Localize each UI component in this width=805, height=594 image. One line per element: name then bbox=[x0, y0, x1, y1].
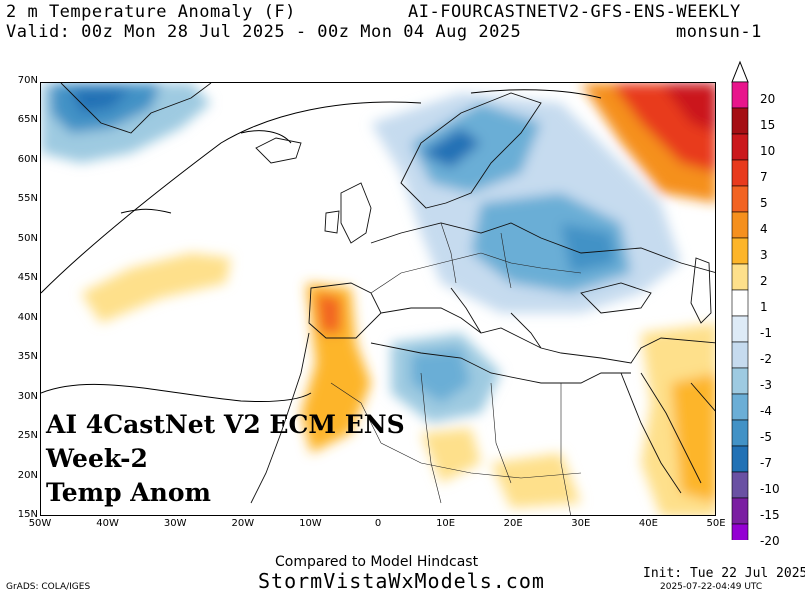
legend-label: -4 bbox=[760, 404, 772, 418]
legend-label: 5 bbox=[760, 196, 768, 210]
overlay-line-3: Temp Anom bbox=[46, 478, 211, 507]
longitude-label: 50E bbox=[706, 518, 726, 529]
longitude-label: 30W bbox=[163, 518, 187, 529]
longitude-label: 40E bbox=[638, 518, 658, 529]
map-title: 2 m Temperature Anomaly (F) bbox=[6, 2, 296, 22]
legend-label: 4 bbox=[760, 222, 768, 236]
legend-swatch bbox=[731, 289, 749, 317]
legend-swatch bbox=[731, 497, 749, 525]
legend-label: 7 bbox=[760, 170, 768, 184]
latitude-label: 40N bbox=[17, 311, 38, 323]
coastlines-sharp bbox=[60, 83, 715, 504]
latitude-label: 50N bbox=[17, 232, 38, 244]
latitude-label: 25N bbox=[17, 430, 38, 442]
legend-swatch bbox=[731, 445, 749, 473]
legend-swatch bbox=[731, 107, 749, 135]
valid-period: Valid: 00z Mon 28 Jul 2025 - 00z Mon 04 … bbox=[6, 22, 522, 42]
legend-label: -3 bbox=[760, 378, 772, 392]
legend-swatch bbox=[731, 523, 749, 540]
legend-label: -1 bbox=[760, 326, 772, 340]
anomaly-map bbox=[40, 82, 716, 516]
grads-credit: GrADS: COLA/IGES bbox=[6, 582, 91, 592]
legend-label: -5 bbox=[760, 430, 772, 444]
legend-swatch bbox=[731, 133, 749, 161]
longitude-label: 40W bbox=[96, 518, 119, 529]
legend-label: 20 bbox=[760, 92, 776, 106]
legend-label: 1 bbox=[760, 300, 768, 314]
latitude-label: 35N bbox=[17, 351, 38, 363]
latitude-label: 45N bbox=[17, 272, 38, 284]
longitude-label: 10E bbox=[436, 518, 456, 529]
legend-label: 10 bbox=[760, 144, 776, 158]
hindcast-note: Compared to Model Hindcast bbox=[275, 554, 479, 570]
overlay-line-1: AI 4CastNet V2 ECM ENS bbox=[46, 410, 405, 439]
legend-swatch bbox=[731, 471, 749, 499]
latitude-label: 15N bbox=[17, 509, 38, 520]
overlay-line-2: Week-2 bbox=[46, 444, 148, 473]
anomaly-shading bbox=[41, 83, 715, 515]
longitude-label: 30E bbox=[571, 518, 591, 529]
legend-swatch bbox=[731, 367, 749, 395]
legend-label: -7 bbox=[760, 456, 772, 470]
longitude-label: 20W bbox=[231, 518, 255, 529]
model-name: AI-FOURCASTNETV2-GFS-ENS-WEEKLY bbox=[408, 2, 741, 22]
legend-swatch bbox=[731, 81, 749, 109]
map-canvas bbox=[41, 83, 715, 515]
legend-swatch bbox=[731, 419, 749, 447]
color-legend bbox=[731, 60, 749, 540]
longitude-label: 0 bbox=[374, 518, 382, 529]
country-borders bbox=[330, 222, 582, 515]
legend-swatch bbox=[731, 341, 749, 369]
run-name: monsun-1 bbox=[676, 22, 762, 42]
legend-swatch bbox=[731, 211, 749, 239]
latitude-label: 30N bbox=[17, 390, 38, 402]
latitude-label: 20N bbox=[17, 469, 38, 481]
legend-swatch bbox=[731, 393, 749, 421]
latitude-label: 55N bbox=[17, 193, 38, 205]
legend-swatch bbox=[731, 159, 749, 187]
longitude-label: 10W bbox=[299, 518, 322, 529]
legend-label: -10 bbox=[760, 482, 780, 496]
site-name: StormVistaWxModels.com bbox=[258, 569, 545, 593]
legend-swatch bbox=[731, 263, 749, 291]
legend-swatch bbox=[731, 315, 749, 343]
legend-label: -15 bbox=[760, 508, 780, 522]
latitude-label: 60N bbox=[17, 153, 38, 165]
legend-label: -20 bbox=[760, 534, 780, 548]
render-timestamp: 2025-07-22-04:49 UTC bbox=[660, 582, 763, 592]
init-time: Init: Tue 22 Jul 2025 bbox=[643, 566, 805, 581]
longitude-label: 20E bbox=[503, 518, 523, 529]
longitude-label: 50W bbox=[28, 518, 52, 529]
legend-label: 3 bbox=[760, 248, 768, 262]
latitude-label: 70N bbox=[17, 75, 38, 86]
legend-label: -2 bbox=[760, 352, 772, 366]
legend-swatch bbox=[731, 237, 749, 265]
legend-top-arrow bbox=[731, 60, 749, 83]
legend-swatch bbox=[731, 185, 749, 213]
legend-label: 2 bbox=[760, 274, 768, 288]
legend-label: 15 bbox=[760, 118, 776, 132]
latitude-label: 65N bbox=[17, 114, 38, 126]
